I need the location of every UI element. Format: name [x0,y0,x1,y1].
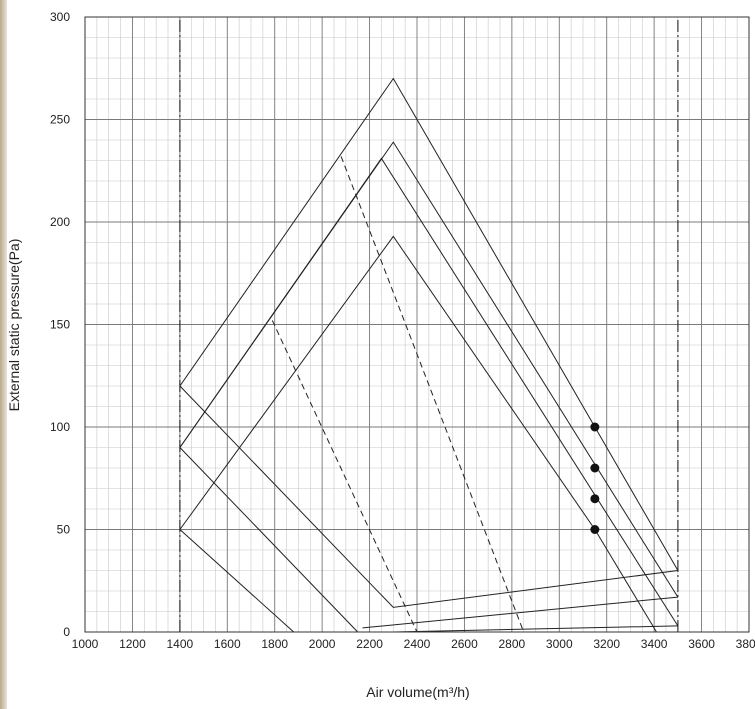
x-tick-label: 2400 [404,637,431,651]
data-point-2 [590,463,600,473]
y-tick-label: 0 [63,625,70,639]
x-tick-label: 1000 [72,637,99,651]
series-line-10 [340,156,525,633]
x-tick-label: 1800 [261,637,288,651]
y-tick-label: 100 [50,420,70,434]
x-tick-label: 3000 [546,637,573,651]
series-line-5 [179,385,678,608]
series-line-6 [179,447,359,633]
x-axis-label: Air volume(m³/h) [366,684,469,700]
major-grid [84,16,750,633]
y-tick-label: 50 [57,523,71,537]
x-tick-label: 2600 [451,637,478,651]
x-tick-label: 3400 [641,637,668,651]
series-line-3 [179,157,679,627]
series-line-8 [362,596,678,629]
y-tick-label: 200 [50,215,70,229]
x-tick-label: 1200 [119,637,146,651]
series-line-4 [179,235,657,633]
left-edge-strip [0,0,7,709]
x-tick-label: 1600 [214,637,241,651]
series-layer [179,17,679,633]
x-axis-ticks: 1000 1200 1400 1600 1800 2000 2200 2400 2600 2800… [72,637,755,651]
x-tick-label: 3600 [688,637,715,651]
data-point-3 [590,494,600,504]
y-axis-label: External static pressure(Pa) [6,239,22,412]
data-point-1 [590,422,600,432]
x-tick-label: 2000 [309,637,336,651]
series-line-9 [393,625,678,633]
series-line-7 [179,529,295,633]
plot-frame [84,16,750,633]
y-tick-label: 150 [50,318,70,332]
x-tick-label: 3200 [593,637,620,651]
y-axis-ticks: 0 50 100 150 200 250 300 [50,10,70,639]
x-tick-label: 2200 [356,637,383,651]
x-tick-label: 2800 [499,637,526,651]
marker-layer [590,422,600,534]
series-line-11 [271,320,418,633]
data-point-4 [590,525,600,534]
series-line-1 [179,77,679,571]
x-tick-label: 1400 [167,637,194,651]
y-tick-label: 250 [50,113,70,127]
y-tick-label: 300 [50,10,70,24]
